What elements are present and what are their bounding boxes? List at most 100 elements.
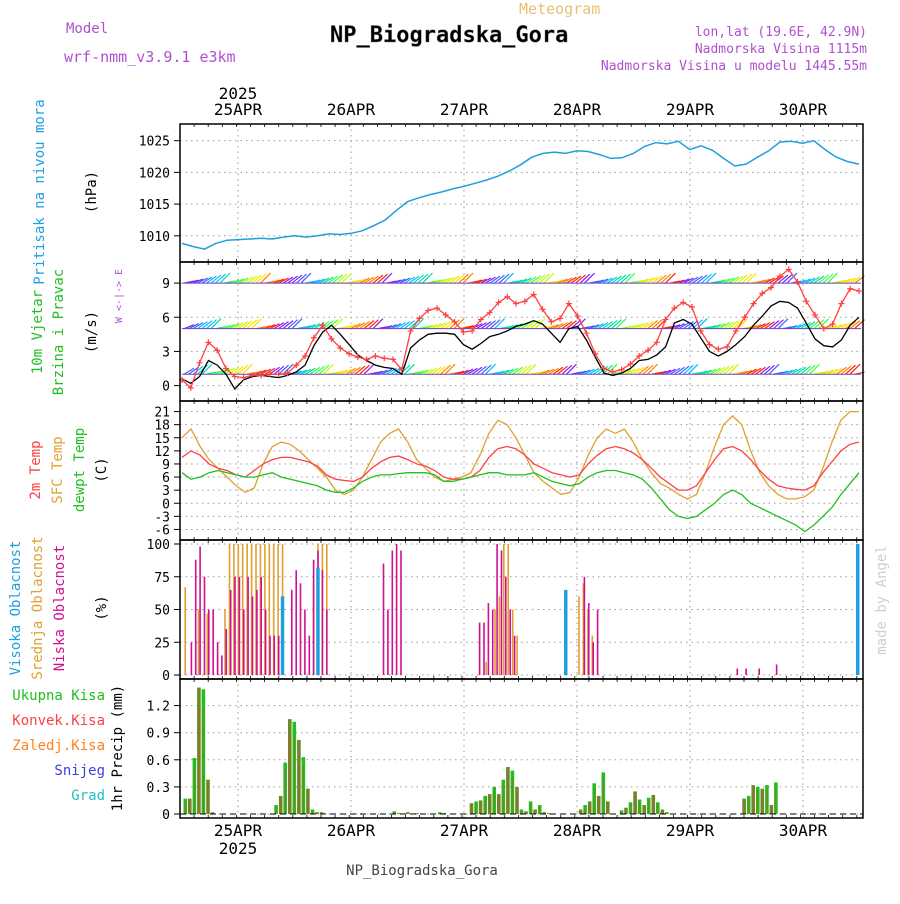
wind-barb (399, 277, 411, 284)
cloud-unit-label: (%) (94, 595, 110, 620)
wind-barb (620, 369, 631, 375)
high-cloud-bar (564, 589, 568, 675)
wind-gust-marker (477, 316, 484, 323)
wind-barb (224, 324, 235, 330)
wind-barb (647, 320, 658, 330)
wind-gust-marker (310, 334, 317, 341)
wind-barb (840, 322, 852, 330)
wind-gust-marker (838, 300, 845, 307)
conv-rain-bar (757, 791, 759, 814)
wind-gust-marker (724, 343, 731, 350)
wind-barb (255, 369, 267, 375)
wind-barb (705, 272, 717, 284)
wind-gust-marker (293, 362, 300, 369)
wind-gust-marker (609, 368, 616, 375)
t2m-side-label: 2m Temp (28, 440, 44, 499)
wind-barb (305, 367, 316, 375)
wind-barb (404, 363, 415, 375)
wind-barb (525, 363, 537, 375)
wind-gust-marker (768, 284, 775, 291)
wind-barb (449, 275, 460, 284)
wind-gust-marker (548, 318, 555, 325)
wind-barb (363, 363, 375, 375)
wind-gust-marker (240, 374, 247, 381)
wind-gust-marker (741, 314, 748, 321)
temp-ytick-label: 0 (162, 497, 170, 512)
conv-rain-bar (761, 792, 763, 814)
low-cloud-bar (596, 609, 599, 675)
wind-barb (719, 322, 730, 330)
wind-barb (615, 274, 627, 284)
low-cloud-bar (208, 609, 210, 675)
wind-gust-marker (319, 322, 326, 329)
wind-barb (642, 321, 654, 330)
wind-barb (723, 321, 735, 330)
wind-barb (800, 322, 811, 330)
temp-ytick-label: 6 (162, 471, 170, 486)
temp-ytick-label: 15 (154, 432, 170, 447)
wind-barb (647, 276, 658, 284)
wind-barb (404, 276, 415, 284)
wind-barb (755, 366, 766, 375)
wind-barb (404, 320, 415, 330)
wind-barb (845, 277, 856, 284)
low-cloud-bar (234, 576, 236, 676)
wind-barb (381, 368, 393, 375)
wind-gust-marker (671, 305, 678, 312)
conv-rain-bar (602, 778, 604, 814)
wind-barb (498, 369, 510, 375)
cloud-ytick-label: 0 (162, 669, 170, 684)
wind-barb (606, 276, 618, 284)
conv-rain-bar (666, 812, 668, 814)
wind-barb (849, 276, 861, 284)
wind-barb (548, 367, 559, 375)
low-cloud-bar (391, 550, 394, 675)
low-cloud-bar (190, 642, 193, 676)
wind-barb (552, 366, 564, 375)
temp-ytick-label: 21 (154, 406, 170, 421)
model-name: wrf-nmm_v3.9.1 e3km (64, 48, 236, 66)
wind-barb (278, 364, 289, 375)
wind-barb (579, 273, 591, 284)
wind-gust-marker (425, 307, 432, 314)
wind-gust-marker (847, 285, 854, 292)
wind-barb (692, 275, 703, 284)
model-label: Model (66, 21, 108, 37)
bottom-date-label: 28APR (553, 821, 602, 840)
wind-barb (588, 324, 600, 330)
wind-gust-marker (266, 371, 273, 378)
wind-barb (732, 319, 744, 330)
wind-barb (849, 320, 861, 330)
wind-barb (341, 368, 352, 375)
wind-barb (462, 272, 474, 284)
conv-rain-bar (302, 765, 304, 814)
mid-cloud-bar (246, 544, 248, 675)
wind-gust-marker (636, 352, 643, 359)
temp-ytick-label: 12 (154, 445, 170, 460)
wind-barb (669, 367, 681, 375)
credit-watermark: made by Angel (874, 545, 890, 655)
wind-gust-marker (258, 372, 265, 379)
precip-ytick-label: 1.2 (147, 700, 170, 715)
wind-barb (201, 320, 213, 330)
wind-barb (764, 321, 775, 330)
wind-barb (678, 322, 690, 330)
wind-barb (777, 274, 789, 284)
wind-barb (453, 318, 465, 330)
conv-rain-bar (652, 797, 654, 814)
conv-rain-bar (548, 813, 550, 814)
wind-barb (714, 366, 726, 375)
low-cloud-bar (509, 609, 511, 675)
wind-side-label-1: 10m Vjetar (30, 290, 46, 374)
wind-barb (552, 323, 564, 330)
wind-barb (507, 324, 519, 330)
wind-barb (431, 323, 442, 330)
wind-gust-marker (249, 372, 256, 379)
panel-frame-1 (179, 123, 864, 263)
wind-gust-marker (706, 341, 713, 348)
wind-barb (350, 366, 361, 375)
pressure-ytick-label: 1015 (139, 198, 170, 213)
wind-barb (836, 366, 847, 375)
mid-cloud-bar (503, 544, 505, 675)
wind-barb (201, 363, 213, 375)
